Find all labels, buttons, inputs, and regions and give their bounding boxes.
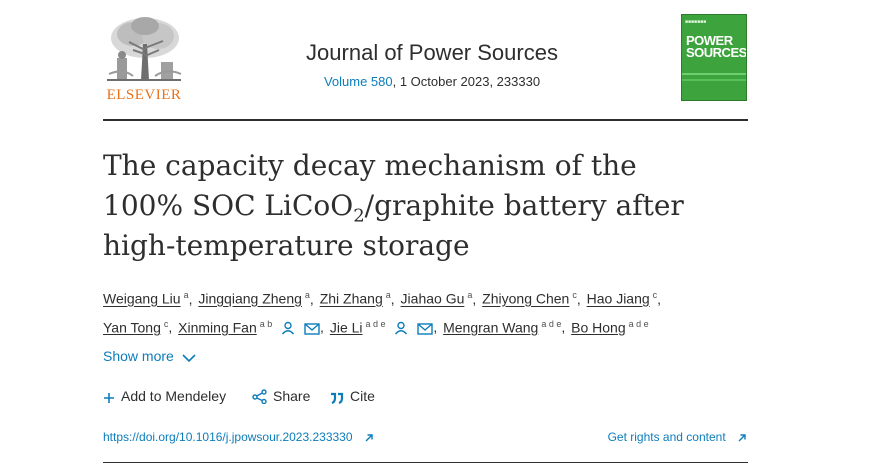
author-link[interactable]: Xinming Fan <box>178 319 257 336</box>
author-link[interactable]: Jingqiang Zheng <box>198 290 302 307</box>
cover-title-line2: SOURCES <box>686 45 747 60</box>
mendeley-label: Add to Mendeley <box>121 388 227 404</box>
author-list: Weigang Liu a, Jingqiang Zheng a, Zhi Zhan… <box>103 283 753 343</box>
author-link[interactable]: Yan Tong <box>103 319 161 336</box>
elsevier-logo[interactable] <box>103 14 185 106</box>
author-link[interactable]: Mengran Wang <box>443 319 539 336</box>
journal-cover-image[interactable]: ■■■■■■■ POWER SOURCES <box>681 14 747 101</box>
quote-icon <box>331 392 344 405</box>
title-text-1: The capacity decay mechanism of the 100%… <box>103 149 637 222</box>
rights-text: Get rights and content <box>607 430 726 444</box>
author-link[interactable]: Zhiyong Chen <box>482 290 570 307</box>
cover-stripe <box>682 79 746 81</box>
doi-text: https://doi.org/10.1016/j.jpowsour.2023.… <box>103 430 353 444</box>
author-link[interactable]: Bo Hong <box>571 319 626 336</box>
affiliation-sup[interactable]: a d e <box>541 318 562 329</box>
issue-details: , 1 October 2023, 233330 <box>392 74 541 89</box>
affiliation-sup[interactable]: a <box>385 290 391 300</box>
cite-button[interactable]: Cite <box>330 388 375 405</box>
author-link[interactable]: Weigang Liu <box>103 290 181 307</box>
mail-icon[interactable] <box>417 318 434 343</box>
issue-info: Volume 580, 1 October 2023, 233330 <box>250 74 614 89</box>
external-link-icon <box>365 434 373 442</box>
doi-link[interactable]: https://doi.org/10.1016/j.jpowsour.2023.… <box>103 430 374 444</box>
cover-journal-banner: ■■■■■■■ <box>685 19 707 25</box>
affiliation-sup[interactable]: a b <box>259 318 273 329</box>
affiliation-sup[interactable]: a d e <box>365 318 386 329</box>
plus-icon <box>104 393 114 403</box>
affiliation-sup[interactable]: a d e <box>628 318 649 329</box>
footer-divider <box>103 462 748 463</box>
elsevier-tree-logo <box>103 14 185 86</box>
affiliation-sup[interactable]: c <box>652 290 658 300</box>
author-link[interactable]: Jie Li <box>329 319 363 336</box>
share-icon <box>252 389 267 405</box>
show-more-label: Show more <box>103 348 174 364</box>
journal-title-link[interactable]: Journal of Power Sources <box>306 40 558 65</box>
share-button[interactable]: Share <box>252 388 311 405</box>
elsevier-wordmark: ELSEVIER <box>106 87 182 103</box>
cover-stripe <box>682 73 746 75</box>
header-divider <box>103 119 748 121</box>
affiliation-sup[interactable]: c <box>572 290 577 300</box>
person-icon[interactable] <box>281 318 295 343</box>
mail-icon[interactable] <box>304 318 320 343</box>
show-more-button[interactable]: Show more <box>103 348 196 364</box>
chevron-down-icon <box>182 354 196 363</box>
external-link-icon <box>738 434 746 442</box>
get-rights-link[interactable]: Get rights and content <box>608 430 747 444</box>
volume-link[interactable]: Volume 580 <box>323 74 393 89</box>
share-label: Share <box>273 388 311 404</box>
author-link[interactable]: Hao Jiang <box>586 290 650 307</box>
title-text-2: /graphite battery after high-temperature… <box>103 189 684 262</box>
affiliation-sup[interactable]: a <box>183 290 189 300</box>
affiliation-sup[interactable]: a <box>467 290 473 300</box>
author-link[interactable]: Zhi Zhang <box>319 290 383 307</box>
article-title: The capacity decay mechanism of the 100%… <box>103 146 723 266</box>
title-subscript: 2 <box>353 205 365 227</box>
cite-label: Cite <box>350 388 375 404</box>
add-to-mendeley-button[interactable]: Add to Mendeley <box>103 388 226 404</box>
affiliation-sup[interactable]: c <box>163 318 169 329</box>
person-icon[interactable] <box>394 318 408 343</box>
affiliation-sup[interactable]: a <box>304 290 310 300</box>
cover-title-line1: POWER <box>686 33 733 48</box>
author-link[interactable]: Jiahao Gu <box>400 290 465 307</box>
